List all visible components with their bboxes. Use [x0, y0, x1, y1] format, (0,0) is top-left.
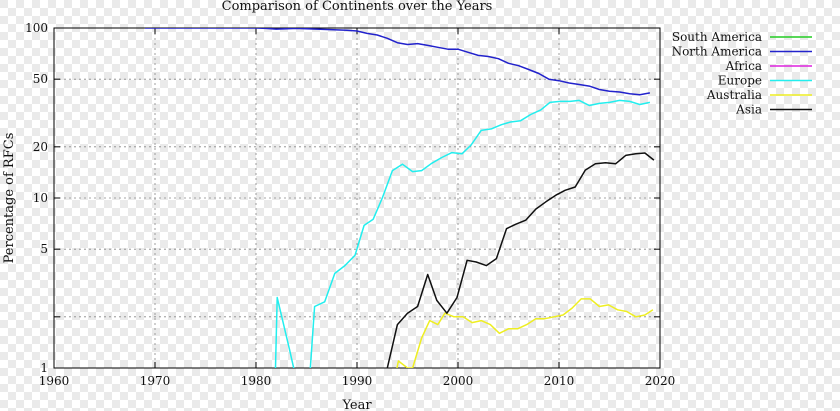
y-tick-label: 5 — [40, 242, 48, 256]
y-tick-label: 50 — [33, 72, 48, 86]
axis-ticks: 1960 1970 1980 1990 2000 2010 2020 1 5 10 20 50 100 — [25, 21, 675, 388]
legend-label: Africa — [725, 59, 762, 73]
legend-label: Australia — [706, 88, 762, 102]
series-line-australia — [396, 298, 654, 368]
series-line-asia — [386, 152, 655, 368]
y-tick-label: 1 — [40, 361, 48, 375]
x-tick-label: 2000 — [443, 374, 474, 388]
series-line-europe — [274, 99, 651, 368]
y-tick-label: 20 — [33, 140, 48, 154]
legend-label: North America — [672, 45, 762, 59]
x-tick-label: 1960 — [39, 374, 70, 388]
x-axis-label: Year — [341, 398, 372, 411]
series-line-north-america — [144, 28, 651, 96]
x-tick-label: 1970 — [140, 374, 171, 388]
x-tick-label: 2020 — [645, 374, 676, 388]
legend-label: Europe — [718, 74, 762, 88]
chart-title: Comparison of Continents over the Years — [222, 0, 493, 14]
x-tick-label: 1990 — [342, 374, 373, 388]
y-axis-label: Percentage of RFCs — [2, 133, 17, 264]
series-lines — [144, 28, 655, 368]
x-tick-label: 2010 — [544, 374, 575, 388]
x-tick-label: 1980 — [241, 374, 272, 388]
y-tick-label: 10 — [33, 191, 48, 205]
legend-label: Asia — [735, 103, 762, 117]
grid — [54, 28, 660, 368]
y-tick-label: 100 — [25, 21, 48, 35]
legend-label: South America — [672, 30, 762, 44]
